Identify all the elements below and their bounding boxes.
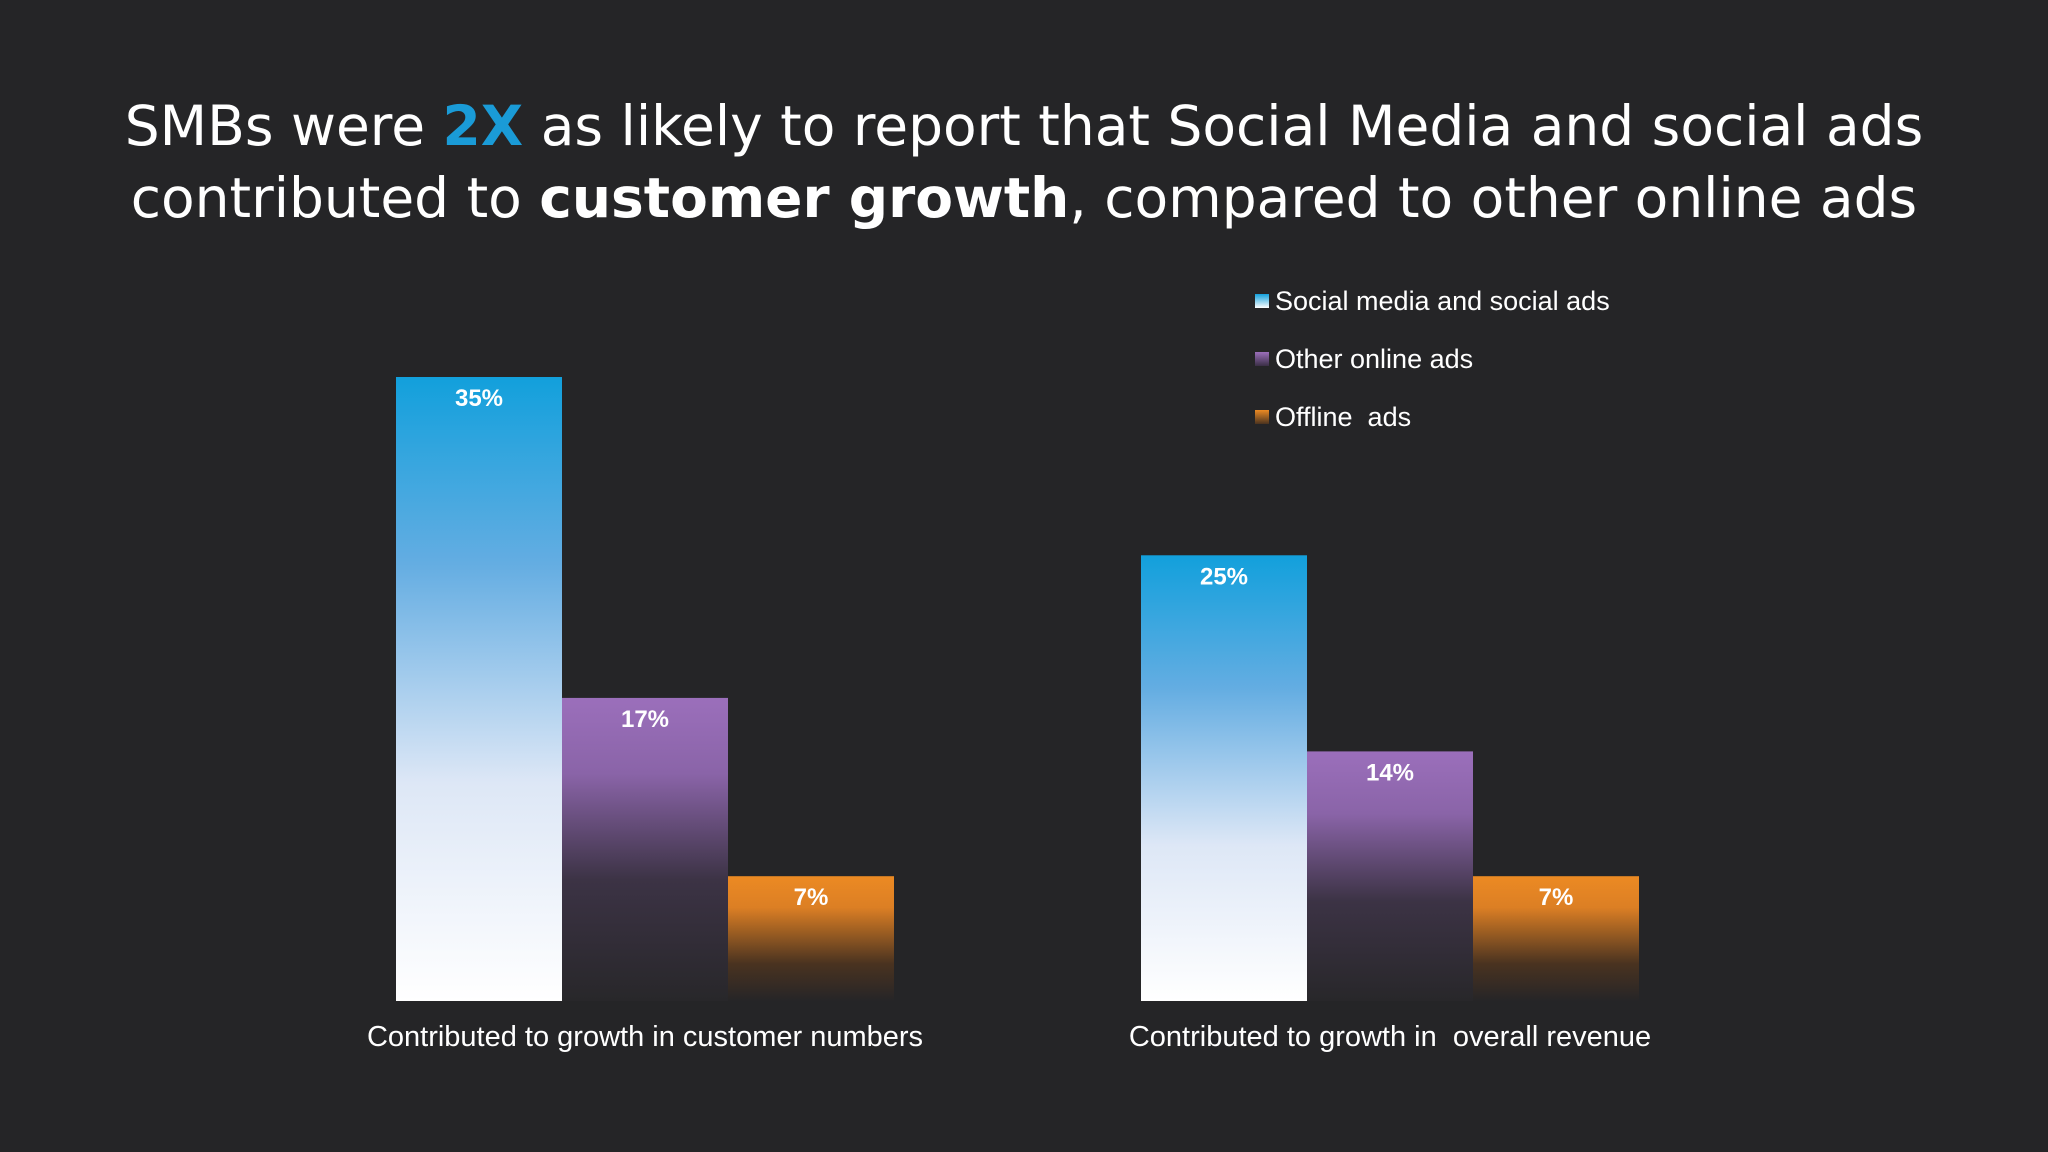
bars-group xyxy=(396,377,1639,1001)
bar-social-customer-numbers xyxy=(396,377,562,1001)
legend-label-offline: Offline ads xyxy=(1275,401,1412,432)
legend-item-other: Other online ads xyxy=(1255,330,1610,388)
chart-legend: Social media and social ads Other online… xyxy=(1255,272,1610,446)
data-label-social-customer-numbers: 35% xyxy=(455,385,503,412)
data-label-social-overall-revenue: 25% xyxy=(1200,563,1248,590)
headline-line2: contributed to customer growth, compared… xyxy=(130,166,1918,230)
bar-other-customer-numbers xyxy=(562,697,728,1001)
bar-offline-overall-revenue xyxy=(1473,876,1639,1001)
data-label-offline-customer-numbers: 7% xyxy=(794,884,829,911)
legend-label-other: Other online ads xyxy=(1275,343,1474,374)
category-label-customer-numbers: Contributed to growth in customer number… xyxy=(367,1021,923,1053)
category-label-overall-revenue: Contributed to growth in overall revenue xyxy=(1129,1021,1651,1053)
bar-social-overall-revenue xyxy=(1141,555,1307,1001)
headline-emphasis: customer growth xyxy=(539,166,1070,230)
bar-other-overall-revenue xyxy=(1307,751,1473,1001)
legend-swatch-other xyxy=(1255,352,1269,366)
bar-offline-customer-numbers xyxy=(728,876,894,1001)
legend-swatch-offline xyxy=(1255,410,1269,424)
data-label-other-customer-numbers: 17% xyxy=(621,706,669,733)
data-label-other-overall-revenue: 14% xyxy=(1366,759,1414,786)
legend-item-offline: Offline ads xyxy=(1255,388,1610,446)
labels-group: 35% 17% 7% Contributed to growth in custome… xyxy=(367,385,1651,1053)
legend-item-social: Social media and social ads xyxy=(1255,272,1610,330)
headline-line1: SMBs were 2X as likely to report that So… xyxy=(124,94,1924,158)
headline-highlight: 2X xyxy=(442,94,524,158)
headline: SMBs were 2X as likely to report that So… xyxy=(0,90,2048,234)
legend-swatch-social xyxy=(1255,294,1269,308)
legend-label-social: Social media and social ads xyxy=(1275,285,1610,316)
data-label-offline-overall-revenue: 7% xyxy=(1539,884,1574,911)
